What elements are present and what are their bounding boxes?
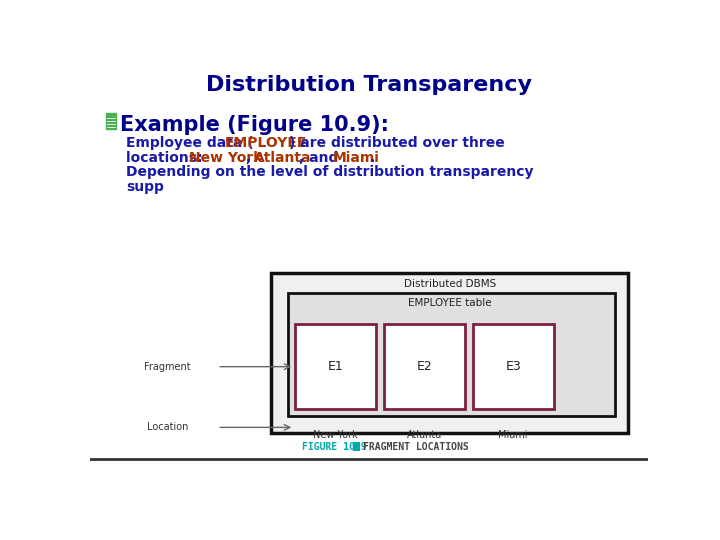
Bar — [354, 442, 360, 451]
Text: E3: E3 — [505, 360, 521, 373]
Text: FIGURE 10.9: FIGURE 10.9 — [302, 442, 366, 451]
Text: Distribution Transparency: Distribution Transparency — [206, 75, 532, 95]
Text: New York: New York — [189, 151, 263, 165]
Text: Employee data (: Employee data ( — [126, 136, 254, 150]
Text: E1: E1 — [328, 360, 343, 373]
Text: EMPLOYEE: EMPLOYEE — [225, 136, 307, 150]
Bar — [473, 324, 554, 409]
Text: E2: E2 — [417, 360, 433, 373]
Text: supp: supp — [126, 180, 164, 194]
Text: EMPLOYEE table: EMPLOYEE table — [408, 298, 492, 308]
Text: Miami: Miami — [498, 430, 528, 440]
Bar — [288, 294, 615, 416]
Text: Depending on the level of distribution transparency: Depending on the level of distribution t… — [126, 165, 534, 179]
Text: Fragment: Fragment — [144, 362, 190, 372]
Text: ,: , — [246, 151, 256, 165]
Text: Example (Figure 10.9):: Example (Figure 10.9): — [120, 114, 389, 134]
Text: ) are distributed over three: ) are distributed over three — [289, 136, 505, 150]
Text: Miami: Miami — [333, 151, 379, 165]
Bar — [106, 113, 116, 129]
Text: FRAGMENT LOCATIONS: FRAGMENT LOCATIONS — [364, 442, 469, 451]
Text: Location: Location — [147, 422, 188, 433]
Bar — [271, 273, 629, 433]
Text: New York: New York — [313, 430, 358, 440]
Text: locations:: locations: — [126, 151, 207, 165]
Bar — [295, 324, 377, 409]
Text: Atlanta: Atlanta — [254, 151, 312, 165]
Text: , and: , and — [299, 151, 343, 165]
Text: Atlanta: Atlanta — [408, 430, 442, 440]
Text: .: . — [369, 151, 374, 165]
Text: Distributed DBMS: Distributed DBMS — [404, 279, 496, 289]
Bar — [384, 324, 465, 409]
